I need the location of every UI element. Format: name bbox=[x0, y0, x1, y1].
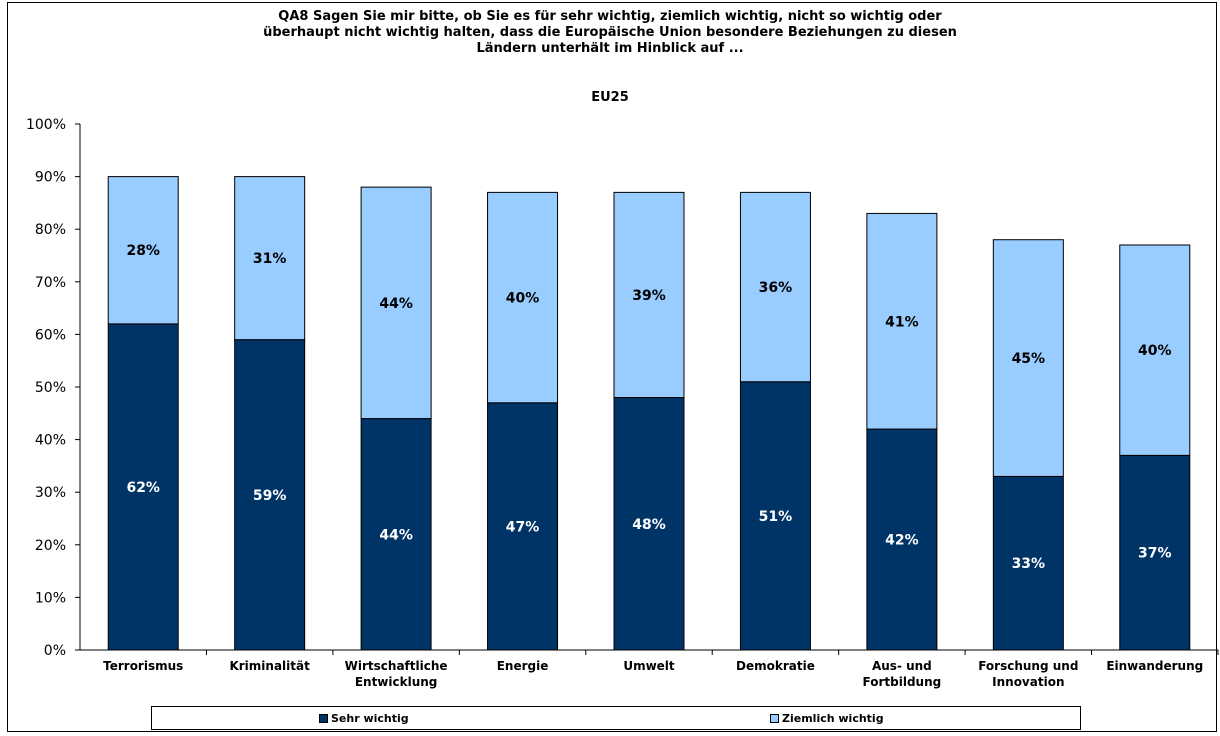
chart-title-line: Ländern unterhält im Hinblick auf ... bbox=[476, 41, 744, 56]
bar-ziemlich-wichtig bbox=[487, 191, 559, 404]
x-tick-label: Kriminalität bbox=[229, 659, 310, 673]
data-label-sehr-wichtig: 44% bbox=[379, 527, 413, 543]
bar-sehr-wichtig bbox=[739, 381, 811, 651]
chart-subtitle: EU25 bbox=[591, 90, 629, 105]
stacked-bar-chart: 0% 10% 20% 30% 40% 50% 60% 70% 80% 90% 100% 62% 28% T… bbox=[26, 117, 1219, 689]
data-label-sehr-wichtig: 47% bbox=[506, 519, 540, 535]
bar-sehr-wichtig bbox=[866, 428, 938, 651]
bar-sehr-wichtig bbox=[107, 323, 179, 651]
y-tick-label: 30% bbox=[35, 485, 66, 501]
bar-sehr-wichtig bbox=[613, 397, 685, 651]
data-label-ziemlich-wichtig: 40% bbox=[506, 291, 540, 307]
y-tick-label: 90% bbox=[35, 170, 66, 186]
bar-sehr-wichtig bbox=[992, 475, 1064, 651]
chart-title-line: QA8 Sagen Sie mir bitte, ob Sie es für s… bbox=[278, 9, 942, 24]
data-label-sehr-wichtig: 37% bbox=[1138, 546, 1172, 562]
y-tick-label: 50% bbox=[35, 380, 66, 396]
x-tick-label: Wirtschaftliche bbox=[345, 659, 448, 673]
data-label-ziemlich-wichtig: 41% bbox=[885, 314, 919, 330]
y-tick-label: 70% bbox=[35, 275, 66, 291]
x-tick-label: Entwicklung bbox=[355, 675, 438, 689]
y-tick-label: 60% bbox=[35, 327, 66, 343]
legend-item-ziemlich-wichtig: Ziemlich wichtig bbox=[770, 712, 884, 725]
bar-sehr-wichtig bbox=[360, 418, 432, 651]
x-tick-label: Forschung und bbox=[978, 659, 1078, 673]
data-label-ziemlich-wichtig: 31% bbox=[253, 251, 287, 267]
legend: Sehr wichtig Ziemlich wichtig bbox=[151, 706, 1081, 730]
data-label-sehr-wichtig: 33% bbox=[1012, 556, 1046, 572]
bar-ziemlich-wichtig bbox=[739, 191, 811, 383]
legend-label: Ziemlich wichtig bbox=[782, 712, 884, 725]
data-label-sehr-wichtig: 42% bbox=[885, 533, 919, 549]
y-tick-label: 80% bbox=[35, 222, 66, 238]
y-tick-label: 40% bbox=[35, 433, 66, 449]
y-tick-label: 0% bbox=[44, 643, 66, 659]
chart-title-line: überhaupt nicht wichtig halten, dass die… bbox=[263, 25, 957, 40]
data-label-sehr-wichtig: 48% bbox=[632, 517, 666, 533]
y-tick-label: 10% bbox=[35, 590, 66, 606]
y-tick-label: 20% bbox=[35, 538, 66, 554]
bar-sehr-wichtig bbox=[1119, 454, 1191, 651]
legend-item-sehr-wichtig: Sehr wichtig bbox=[319, 712, 409, 725]
bar-ziemlich-wichtig bbox=[234, 176, 306, 341]
x-tick-label: Innovation bbox=[992, 675, 1064, 689]
chart-title: QA8 Sagen Sie mir bitte, ob Sie es für s… bbox=[120, 9, 1100, 57]
data-label-sehr-wichtig: 59% bbox=[253, 488, 287, 504]
x-tick-label: Terrorismus bbox=[103, 659, 183, 673]
x-tick-label: Energie bbox=[497, 659, 549, 673]
data-label-sehr-wichtig: 51% bbox=[759, 509, 793, 525]
data-label-ziemlich-wichtig: 39% bbox=[632, 288, 666, 304]
x-tick-label: Umwelt bbox=[623, 659, 675, 673]
legend-swatch-sehr-wichtig bbox=[319, 714, 328, 723]
bar-ziemlich-wichtig bbox=[107, 176, 179, 325]
data-label-ziemlich-wichtig: 45% bbox=[1012, 351, 1046, 367]
bar-ziemlich-wichtig bbox=[360, 186, 432, 420]
legend-swatch-ziemlich-wichtig bbox=[770, 714, 779, 723]
data-label-ziemlich-wichtig: 40% bbox=[1138, 343, 1172, 359]
x-tick-label: Demokratie bbox=[736, 659, 815, 673]
x-tick-label: Einwanderung bbox=[1106, 659, 1203, 673]
bar-ziemlich-wichtig bbox=[866, 212, 938, 430]
data-label-sehr-wichtig: 62% bbox=[126, 480, 160, 496]
legend-label: Sehr wichtig bbox=[331, 712, 409, 725]
bar-ziemlich-wichtig bbox=[613, 191, 685, 399]
data-label-ziemlich-wichtig: 44% bbox=[379, 296, 413, 312]
x-tick-label: Fortbildung bbox=[863, 675, 942, 689]
x-tick-label: Aus- und bbox=[872, 659, 932, 673]
data-label-ziemlich-wichtig: 36% bbox=[759, 280, 793, 296]
bar-ziemlich-wichtig bbox=[1119, 244, 1191, 456]
bar-sehr-wichtig bbox=[487, 402, 559, 651]
bar-sehr-wichtig bbox=[234, 339, 306, 651]
data-label-ziemlich-wichtig: 28% bbox=[126, 243, 160, 259]
y-tick-label: 100% bbox=[26, 117, 66, 133]
bar-ziemlich-wichtig bbox=[992, 239, 1064, 477]
